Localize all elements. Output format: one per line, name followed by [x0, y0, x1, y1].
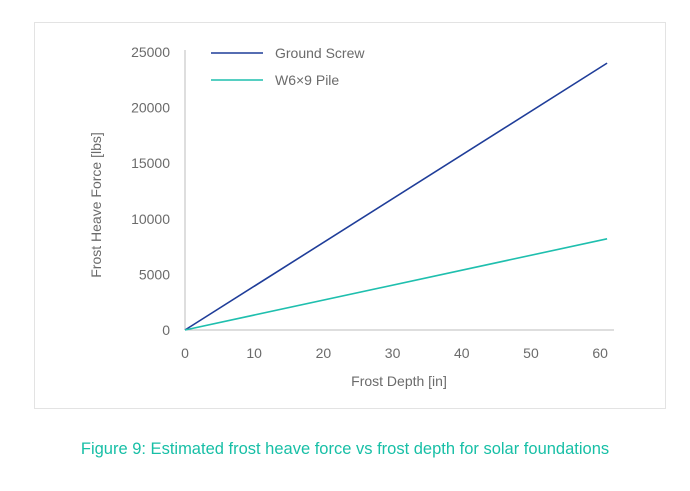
figure-caption: Figure 9: Estimated frost heave force vs…	[80, 440, 610, 458]
y-tick-label: 10000	[131, 211, 170, 227]
series-line-1	[184, 62, 608, 331]
x-tick-label: 0	[181, 345, 189, 361]
y-tick-label: 5000	[139, 266, 170, 282]
y-axis-title: Frost Heave Force [lbs]	[88, 132, 104, 278]
chart-frame	[34, 22, 666, 409]
legend: Ground Screw W6×9 Pile	[211, 45, 365, 88]
x-axis-title: Frost Depth [in]	[351, 373, 447, 389]
x-tick-label: 40	[454, 345, 470, 361]
axes: 0 5000 10000 15000 20000 25000 0 10 20 30 40 50 60	[131, 44, 614, 361]
y-tick-label: 25000	[131, 44, 170, 60]
x-tick-label: 60	[592, 345, 608, 361]
y-tick-label: 15000	[131, 155, 170, 171]
y-tick-label: 0	[162, 322, 170, 338]
y-tick-label: 20000	[131, 100, 170, 116]
legend-label: W6×9 Pile	[275, 72, 339, 88]
series-line-2	[184, 238, 608, 331]
legend-label: Ground Screw	[275, 45, 365, 61]
x-tick-label: 20	[316, 345, 332, 361]
x-tick-label: 50	[523, 345, 539, 361]
series-lines	[184, 62, 608, 331]
x-tick-label: 30	[385, 345, 401, 361]
x-tick-label: 10	[246, 345, 262, 361]
